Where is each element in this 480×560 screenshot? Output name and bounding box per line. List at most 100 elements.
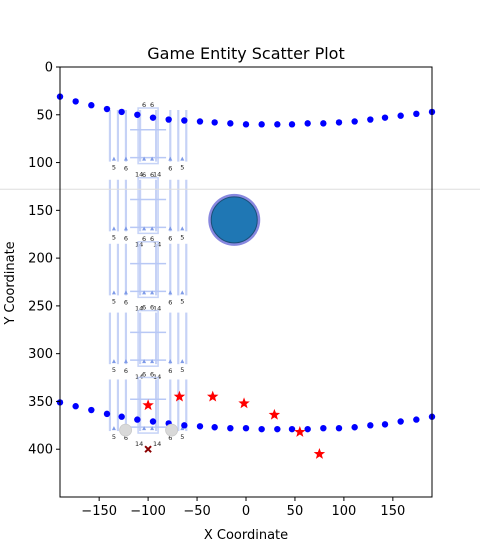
structure-label: 14: [135, 440, 143, 448]
path-point: [181, 422, 188, 429]
structure-arrow: [168, 226, 173, 231]
structure-arrow: [142, 156, 147, 161]
structure-label: 5: [180, 297, 184, 305]
structure-label: 6: [142, 304, 146, 312]
structure-label: 5: [112, 433, 116, 441]
x-axis: −150 −100 −50 0 50 100 150: [81, 497, 405, 519]
path-point: [335, 425, 343, 432]
path-point: [165, 116, 172, 123]
path-point: [88, 406, 95, 414]
path-point: [351, 424, 358, 431]
path-point: [149, 114, 157, 121]
star-point: [268, 408, 281, 420]
structure-arrow: [168, 359, 173, 364]
path-point: [274, 425, 281, 433]
path-point: [134, 416, 141, 423]
structure-arrow: [142, 359, 147, 364]
y-tick-label: 0: [45, 61, 53, 76]
star-point: [207, 390, 219, 402]
star-point: [294, 426, 306, 437]
y-tick-label: 200: [28, 252, 53, 267]
path-point: [211, 424, 218, 431]
path-point: [335, 119, 343, 126]
x-tick-label: −50: [183, 504, 210, 519]
chart-title: Game Entity Scatter Plot: [147, 44, 344, 63]
structure-arrow: [142, 426, 147, 431]
structure-arrow: [180, 156, 185, 161]
structure-label: 6: [124, 367, 128, 375]
structure-label: 6: [168, 434, 172, 442]
path-point: [196, 423, 204, 430]
path-point: [304, 120, 311, 127]
path-point: [381, 421, 389, 428]
structure-arrow: [111, 426, 116, 431]
structure-label: 6: [142, 101, 146, 109]
path-point: [118, 413, 125, 420]
structure-arrow: [150, 156, 155, 161]
structure-label: 6: [150, 304, 154, 312]
structure-label: 5: [180, 366, 184, 374]
structure-label: 6: [168, 367, 172, 375]
structure-label: 14: [153, 440, 161, 448]
path-point: [351, 118, 358, 125]
structure-label: 6: [124, 298, 128, 306]
structure-arrow: [150, 290, 155, 295]
structure-label: 14: [135, 171, 143, 179]
x-tick-label: 0: [242, 504, 250, 519]
path-point: [413, 110, 420, 118]
x-tick-label: −150: [81, 504, 117, 519]
structure-label: 6: [150, 370, 154, 378]
structure-arrow: [142, 226, 147, 231]
structure-arrow: [168, 290, 173, 295]
structure-label: 6: [150, 171, 154, 179]
structure-core: [137, 241, 159, 299]
structure-arrow: [168, 156, 173, 161]
path-point: [196, 118, 204, 125]
structure-arrow: [111, 156, 116, 161]
structure-label: 6: [142, 370, 146, 378]
path-point: [181, 117, 188, 124]
structure-arrow: [180, 226, 185, 231]
path-point: [288, 425, 296, 433]
structure-core: [137, 177, 159, 235]
structure-core: [137, 376, 159, 434]
entity-circle: [210, 196, 258, 244]
path-point: [134, 111, 141, 118]
star-point: [173, 390, 186, 402]
path-point: [72, 98, 79, 105]
x-axis-label: X Coordinate: [204, 528, 288, 543]
path-point: [304, 425, 311, 433]
star-point: [313, 448, 326, 459]
structure-label: 6: [168, 234, 172, 242]
structure-label: 6: [168, 298, 172, 306]
structure-core: [137, 309, 159, 367]
ghost-point: [165, 423, 179, 437]
path-point: [367, 422, 374, 429]
path-point: [367, 116, 374, 123]
path-point: [413, 416, 420, 423]
structure-label: 6: [124, 165, 128, 173]
structure-arrow: [150, 426, 155, 431]
path-point: [103, 410, 111, 418]
y-axis-label: Y Coordinate: [3, 241, 18, 325]
structure-arrow: [180, 426, 185, 431]
y-tick-label: 300: [28, 347, 53, 362]
y-tick-label: 150: [28, 204, 53, 219]
structure-label: 6: [142, 171, 146, 179]
structure-arrow: [180, 290, 185, 295]
y-tick-label: 400: [28, 443, 53, 458]
x-tick-label: 50: [287, 504, 304, 519]
structure-label: 5: [112, 164, 116, 172]
path-point: [149, 418, 157, 425]
x-tick-label: 150: [380, 504, 405, 519]
ghost-point: [119, 423, 132, 437]
star-point: [142, 399, 154, 411]
path-point: [258, 425, 265, 433]
structure-label: 6: [150, 101, 154, 109]
structure-core: [137, 107, 159, 165]
